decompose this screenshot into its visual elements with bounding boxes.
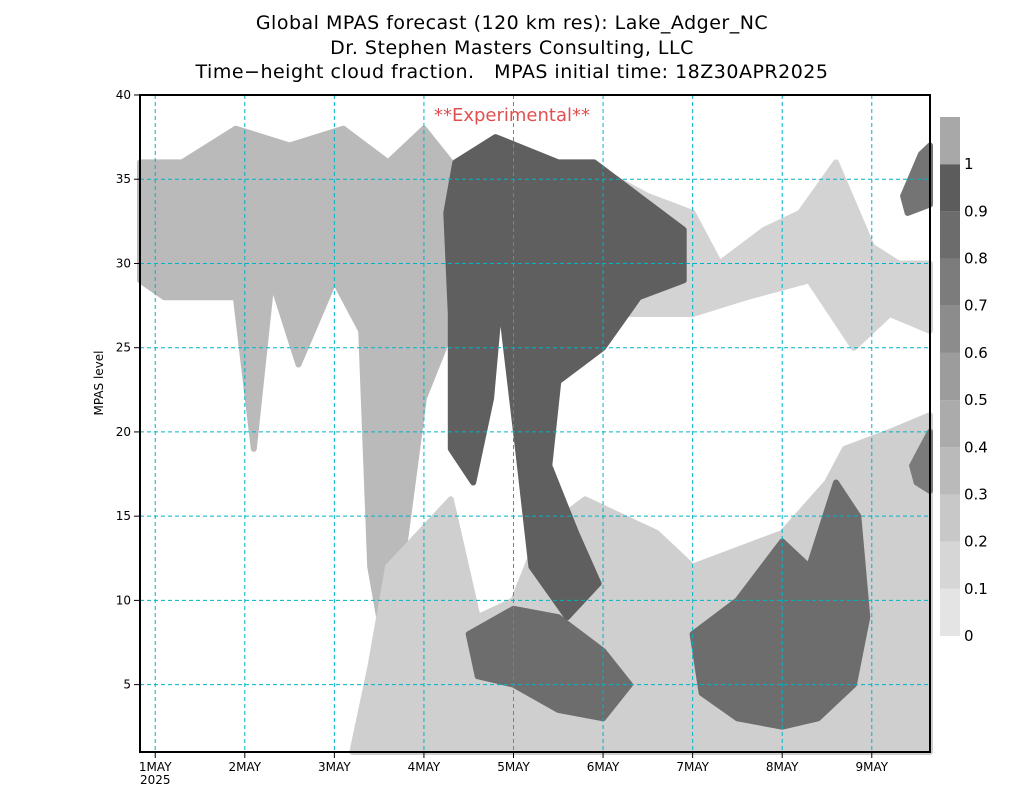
experimental-label: **Experimental**: [434, 105, 590, 126]
colorbar-segment-2: [940, 494, 960, 542]
y-tick-label-7: 40: [116, 88, 131, 102]
y-tick-label-1: 10: [116, 593, 131, 607]
colorbar-label-7: 0.7: [964, 297, 988, 315]
grid-lines: [140, 95, 930, 752]
x-tick-label-6: 7MAY: [676, 760, 709, 774]
y-tick-label-2: 15: [116, 509, 131, 523]
x-tick-label-7: 8MAY: [766, 760, 799, 774]
colorbar-label-2: 0.2: [964, 533, 988, 551]
x-tick-label-1: 2MAY: [228, 760, 261, 774]
y-tick-label-5: 30: [116, 256, 131, 270]
colorbar-segment-9: [940, 164, 960, 212]
x-tick-sublabel-0: 2025: [140, 773, 171, 787]
colorbar-label-5: 0.5: [964, 391, 988, 409]
colorbar-segment-4: [940, 400, 960, 448]
plot-frame: [139, 94, 931, 753]
x-tick-label-0: 1MAY: [139, 760, 172, 774]
colorbar-segment-10: [940, 117, 960, 165]
colorbar-segment-5: [940, 352, 960, 401]
colorbar-segment-1: [940, 541, 960, 589]
lower-cloud-6may: [465, 605, 633, 722]
y-tick-label-3: 20: [116, 425, 131, 439]
y-axis-label: MPAS level: [92, 351, 106, 416]
colorbar-segment-7: [940, 258, 960, 306]
main-upper-cloud: [443, 134, 687, 621]
y-axis-ticks: 5 10 15 20 25 30 35 40: [116, 88, 140, 692]
colorbar-label-10: 1: [964, 155, 974, 173]
colorbar-label-9: 0.9: [964, 202, 988, 220]
x-tick-label-2: 3MAY: [318, 760, 351, 774]
colorbar-label-3: 0.3: [964, 485, 988, 503]
colorbar-label-6: 0.6: [964, 344, 988, 362]
y-tick-label-0: 5: [123, 678, 131, 692]
chart-title-line-3: Time−height cloud fraction. MPAS initial…: [195, 61, 829, 83]
colorbar: 0 0.1 0.2 0.3 0.4 0.5 0.6 0.7 0.8 0.9 1: [940, 117, 988, 645]
x-tick-label-3: 4MAY: [408, 760, 441, 774]
colorbar-label-8: 0.8: [964, 250, 988, 268]
colorbar-label-4: 0.4: [964, 438, 988, 456]
y-tick-label-4: 25: [116, 341, 131, 355]
colorbar-segment-8: [940, 211, 960, 259]
colorbar-segment-3: [940, 447, 960, 495]
colorbar-label-1: 0.1: [964, 580, 988, 598]
x-tick-label-4: 5MAY: [497, 760, 530, 774]
x-tick-label-5: 6MAY: [587, 760, 620, 774]
upper-haze-east: [582, 159, 933, 351]
colorbar-label-0: 0: [964, 627, 974, 645]
colorbar-segment-6: [940, 305, 960, 353]
chart-title-line-2: Dr. Stephen Masters Consulting, LLC: [330, 37, 694, 59]
colorbar-segment-0: [940, 588, 960, 636]
chart-title-line-1: Global MPAS forecast (120 km res): Lake_…: [255, 12, 769, 34]
lower-cloud-7-8may: [689, 479, 871, 730]
x-tick-label-8: 9MAY: [855, 760, 888, 774]
y-tick-label-6: 35: [116, 172, 131, 186]
